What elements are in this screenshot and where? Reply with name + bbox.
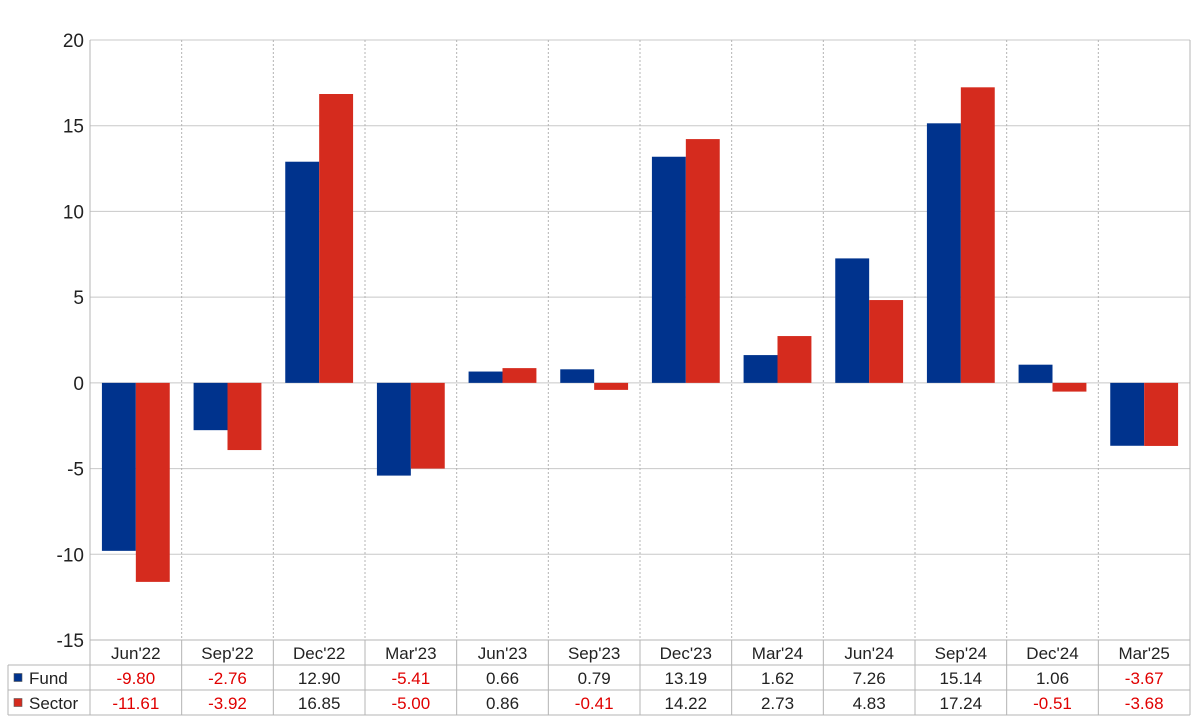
y-tick-label: 5 (73, 288, 84, 309)
bar-fund (468, 371, 503, 383)
data-label-fund: -5.41 (391, 669, 430, 688)
bar-fund (285, 161, 320, 383)
x-category-label: Sep'22 (201, 644, 253, 663)
grid-layer (90, 39, 1190, 641)
data-label-sector: 4.83 (853, 694, 886, 713)
y-tick-label: 10 (63, 202, 84, 223)
bar-fund (560, 369, 595, 383)
x-category-label: Dec'23 (660, 644, 712, 663)
bar-sector (319, 94, 354, 383)
legend-label-sector: Sector (29, 694, 78, 713)
data-label-sector: -3.92 (208, 694, 247, 713)
bar-sector (410, 382, 445, 469)
bar-sector (227, 382, 262, 451)
x-category-label: Dec'24 (1026, 644, 1078, 663)
x-category-label: Mar'23 (385, 644, 436, 663)
x-category-label: Jun'23 (478, 644, 528, 663)
data-label-fund: 1.06 (1036, 669, 1069, 688)
y-tick-label: -10 (57, 545, 84, 566)
y-tick-label: -15 (57, 631, 84, 652)
data-label-sector: 2.73 (761, 694, 794, 713)
bar-sector (502, 368, 537, 383)
bar-fund (193, 382, 228, 431)
legend-swatch-sector (13, 698, 23, 707)
data-label-sector: 16.85 (298, 694, 341, 713)
bar-sector (135, 382, 170, 582)
bars-layer (101, 87, 1179, 582)
x-category-label: Mar'25 (1118, 644, 1169, 663)
data-label-sector: 0.86 (486, 694, 519, 713)
bar-fund (376, 382, 411, 476)
data-label-fund: -3.67 (1125, 669, 1164, 688)
legend-swatch-fund (13, 673, 23, 682)
data-label-sector: -11.61 (112, 694, 159, 713)
bar-fund (651, 156, 686, 383)
data-label-sector: 17.24 (940, 694, 983, 713)
bar-fund (743, 355, 778, 383)
data-label-fund: -9.80 (116, 669, 155, 688)
data-label-fund: 0.79 (578, 669, 611, 688)
bar-sector (777, 336, 812, 383)
data-label-sector: -0.51 (1033, 694, 1072, 713)
bar-sector (1144, 382, 1179, 446)
y-tick-label: -5 (67, 460, 84, 481)
data-label-sector: -5.00 (391, 694, 430, 713)
bar-fund (926, 123, 961, 383)
bar-sector (1052, 382, 1087, 392)
data-label-fund: 12.90 (298, 669, 341, 688)
data-label-fund: 1.62 (761, 669, 794, 688)
x-category-label: Dec'22 (293, 644, 345, 663)
data-label-sector: -0.41 (575, 694, 614, 713)
x-category-label: Mar'24 (752, 644, 803, 663)
y-tick-label: 15 (63, 117, 84, 138)
bar-fund (835, 258, 870, 383)
data-label-fund: 7.26 (853, 669, 886, 688)
bar-fund (101, 382, 136, 551)
data-label-fund: -2.76 (208, 669, 247, 688)
data-label-sector: 14.22 (665, 694, 708, 713)
legend-label-fund: Fund (29, 669, 68, 688)
axis-layer: 20 15 10 5 0 -5 -10 -15 (57, 31, 1191, 715)
bar-sector (960, 87, 995, 383)
x-category-label: Sep'23 (568, 644, 620, 663)
data-label-fund: 0.66 (486, 669, 519, 688)
x-category-label: Sep'24 (935, 644, 987, 663)
data-label-fund: 15.14 (940, 669, 983, 688)
bar-sector (685, 139, 720, 383)
y-tick-label: 0 (73, 374, 84, 395)
x-category-label: Jun'22 (111, 644, 161, 663)
x-category-label: Jun'24 (844, 644, 894, 663)
bar-sector (869, 300, 904, 383)
bar-fund (1110, 382, 1145, 446)
data-label-fund: 13.19 (665, 669, 708, 688)
y-tick-label: 20 (63, 31, 84, 52)
data-label-sector: -3.68 (1125, 694, 1164, 713)
bar-fund (1018, 364, 1053, 383)
bar-sector (594, 382, 629, 390)
data-table: Jun'22 Sep'22 Dec'22 Mar'23 Jun'23 Sep'23 Dec'… (7, 639, 1190, 716)
